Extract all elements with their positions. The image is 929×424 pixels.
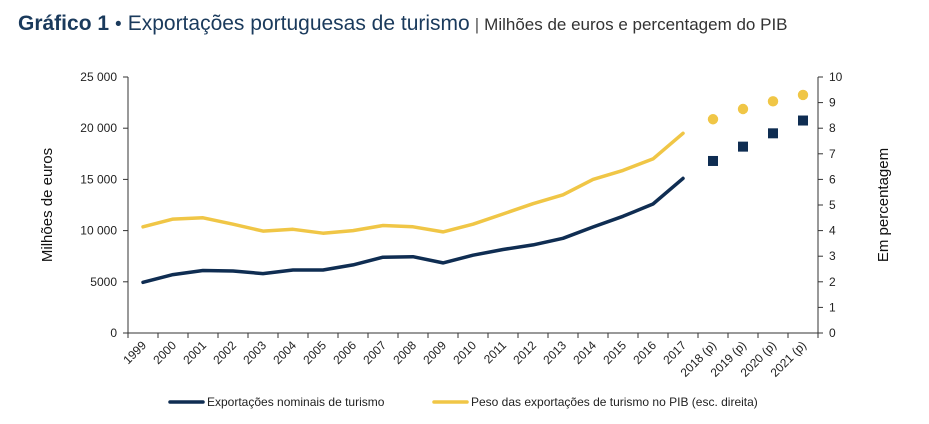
right-axis-ticks: 0 1 2 3 4 5 6 7 8 9 10 xyxy=(818,70,843,340)
right-tick-label: 7 xyxy=(829,147,836,161)
x-tick-label: 2011 xyxy=(481,338,509,366)
title-bullet: • xyxy=(115,14,122,35)
x-tick-label: 2013 xyxy=(540,338,569,367)
left-tick-label: 0 xyxy=(110,326,117,340)
right-tick-label: 3 xyxy=(829,249,836,263)
x-tick-label: 2007 xyxy=(360,338,389,367)
projection-point-square xyxy=(708,155,718,166)
x-tick-label: 2016 xyxy=(630,338,659,367)
left-tick-label: 5000 xyxy=(90,275,117,289)
projection-point-square xyxy=(768,128,778,139)
x-tick-label: 1999 xyxy=(120,338,149,367)
left-tick-label: 10 000 xyxy=(80,224,117,238)
left-tick-label: 25 000 xyxy=(80,70,117,84)
left-axis-title: Milhões de euros xyxy=(39,148,56,262)
chart-series xyxy=(141,89,809,285)
chart-title: Exportações portuguesas de turismo xyxy=(127,12,470,35)
x-tick-label: 2006 xyxy=(330,338,359,367)
right-tick-label: 4 xyxy=(829,224,836,238)
series-line-1 xyxy=(141,131,685,235)
series-line-0 xyxy=(141,176,685,285)
legend-label-0: Exportações nominais de turismo xyxy=(207,395,385,409)
projection-point-circle xyxy=(737,103,749,115)
x-tick-label: 2001 xyxy=(180,338,209,367)
x-tick-label: 2012 xyxy=(510,338,539,367)
right-tick-label: 10 xyxy=(829,70,843,84)
x-axis-ticks: 1999 2000 2001 2002 2003 2004 2005 2006 2007 2008… xyxy=(120,333,819,380)
projection-point-square xyxy=(738,141,748,152)
projection-point-circle xyxy=(707,114,719,125)
x-tick-label: 2004 xyxy=(270,338,299,367)
left-tick-label: 20 000 xyxy=(80,121,117,135)
right-tick-label: 1 xyxy=(829,300,836,314)
x-tick-label: 2002 xyxy=(210,338,239,367)
projection-point-square xyxy=(798,115,808,126)
x-tick-label: 2008 xyxy=(390,338,419,367)
x-tick-label: 2000 xyxy=(150,338,179,367)
x-tick-label: 2009 xyxy=(420,338,449,367)
chart-title-line: Gráfico 1 • Exportações portuguesas de tur… xyxy=(18,12,788,36)
right-tick-label: 6 xyxy=(829,172,836,186)
figure-label: Gráfico 1 xyxy=(18,12,110,35)
x-tick-label: 2010 xyxy=(450,338,479,367)
x-tick-label: 2015 xyxy=(600,338,629,367)
right-tick-label: 9 xyxy=(829,96,836,110)
right-tick-label: 8 xyxy=(829,121,836,135)
right-tick-label: 2 xyxy=(829,275,836,289)
projection-point-circle xyxy=(797,89,809,101)
x-tick-label: 2014 xyxy=(570,338,599,367)
title-separator: | xyxy=(474,15,480,34)
left-axis-ticks: 0 5000 10 000 15 000 20 000 25 000 xyxy=(80,70,128,340)
projection-point-circle xyxy=(767,96,779,107)
right-tick-label: 5 xyxy=(829,198,836,212)
left-tick-label: 15 000 xyxy=(80,172,117,186)
right-tick-label: 0 xyxy=(829,326,836,340)
right-axis-title: Em percentagem xyxy=(875,148,892,262)
x-tick-label: 2005 xyxy=(300,338,329,367)
x-tick-label: 2003 xyxy=(240,338,269,367)
legend-label-1: Peso das exportações de turismo no PIB (… xyxy=(471,395,758,409)
chart-legend: Exportações nominais de turismo Peso das … xyxy=(168,395,758,409)
chart-unit-label: Milhões de euros e percentagem do PIB xyxy=(484,15,788,34)
